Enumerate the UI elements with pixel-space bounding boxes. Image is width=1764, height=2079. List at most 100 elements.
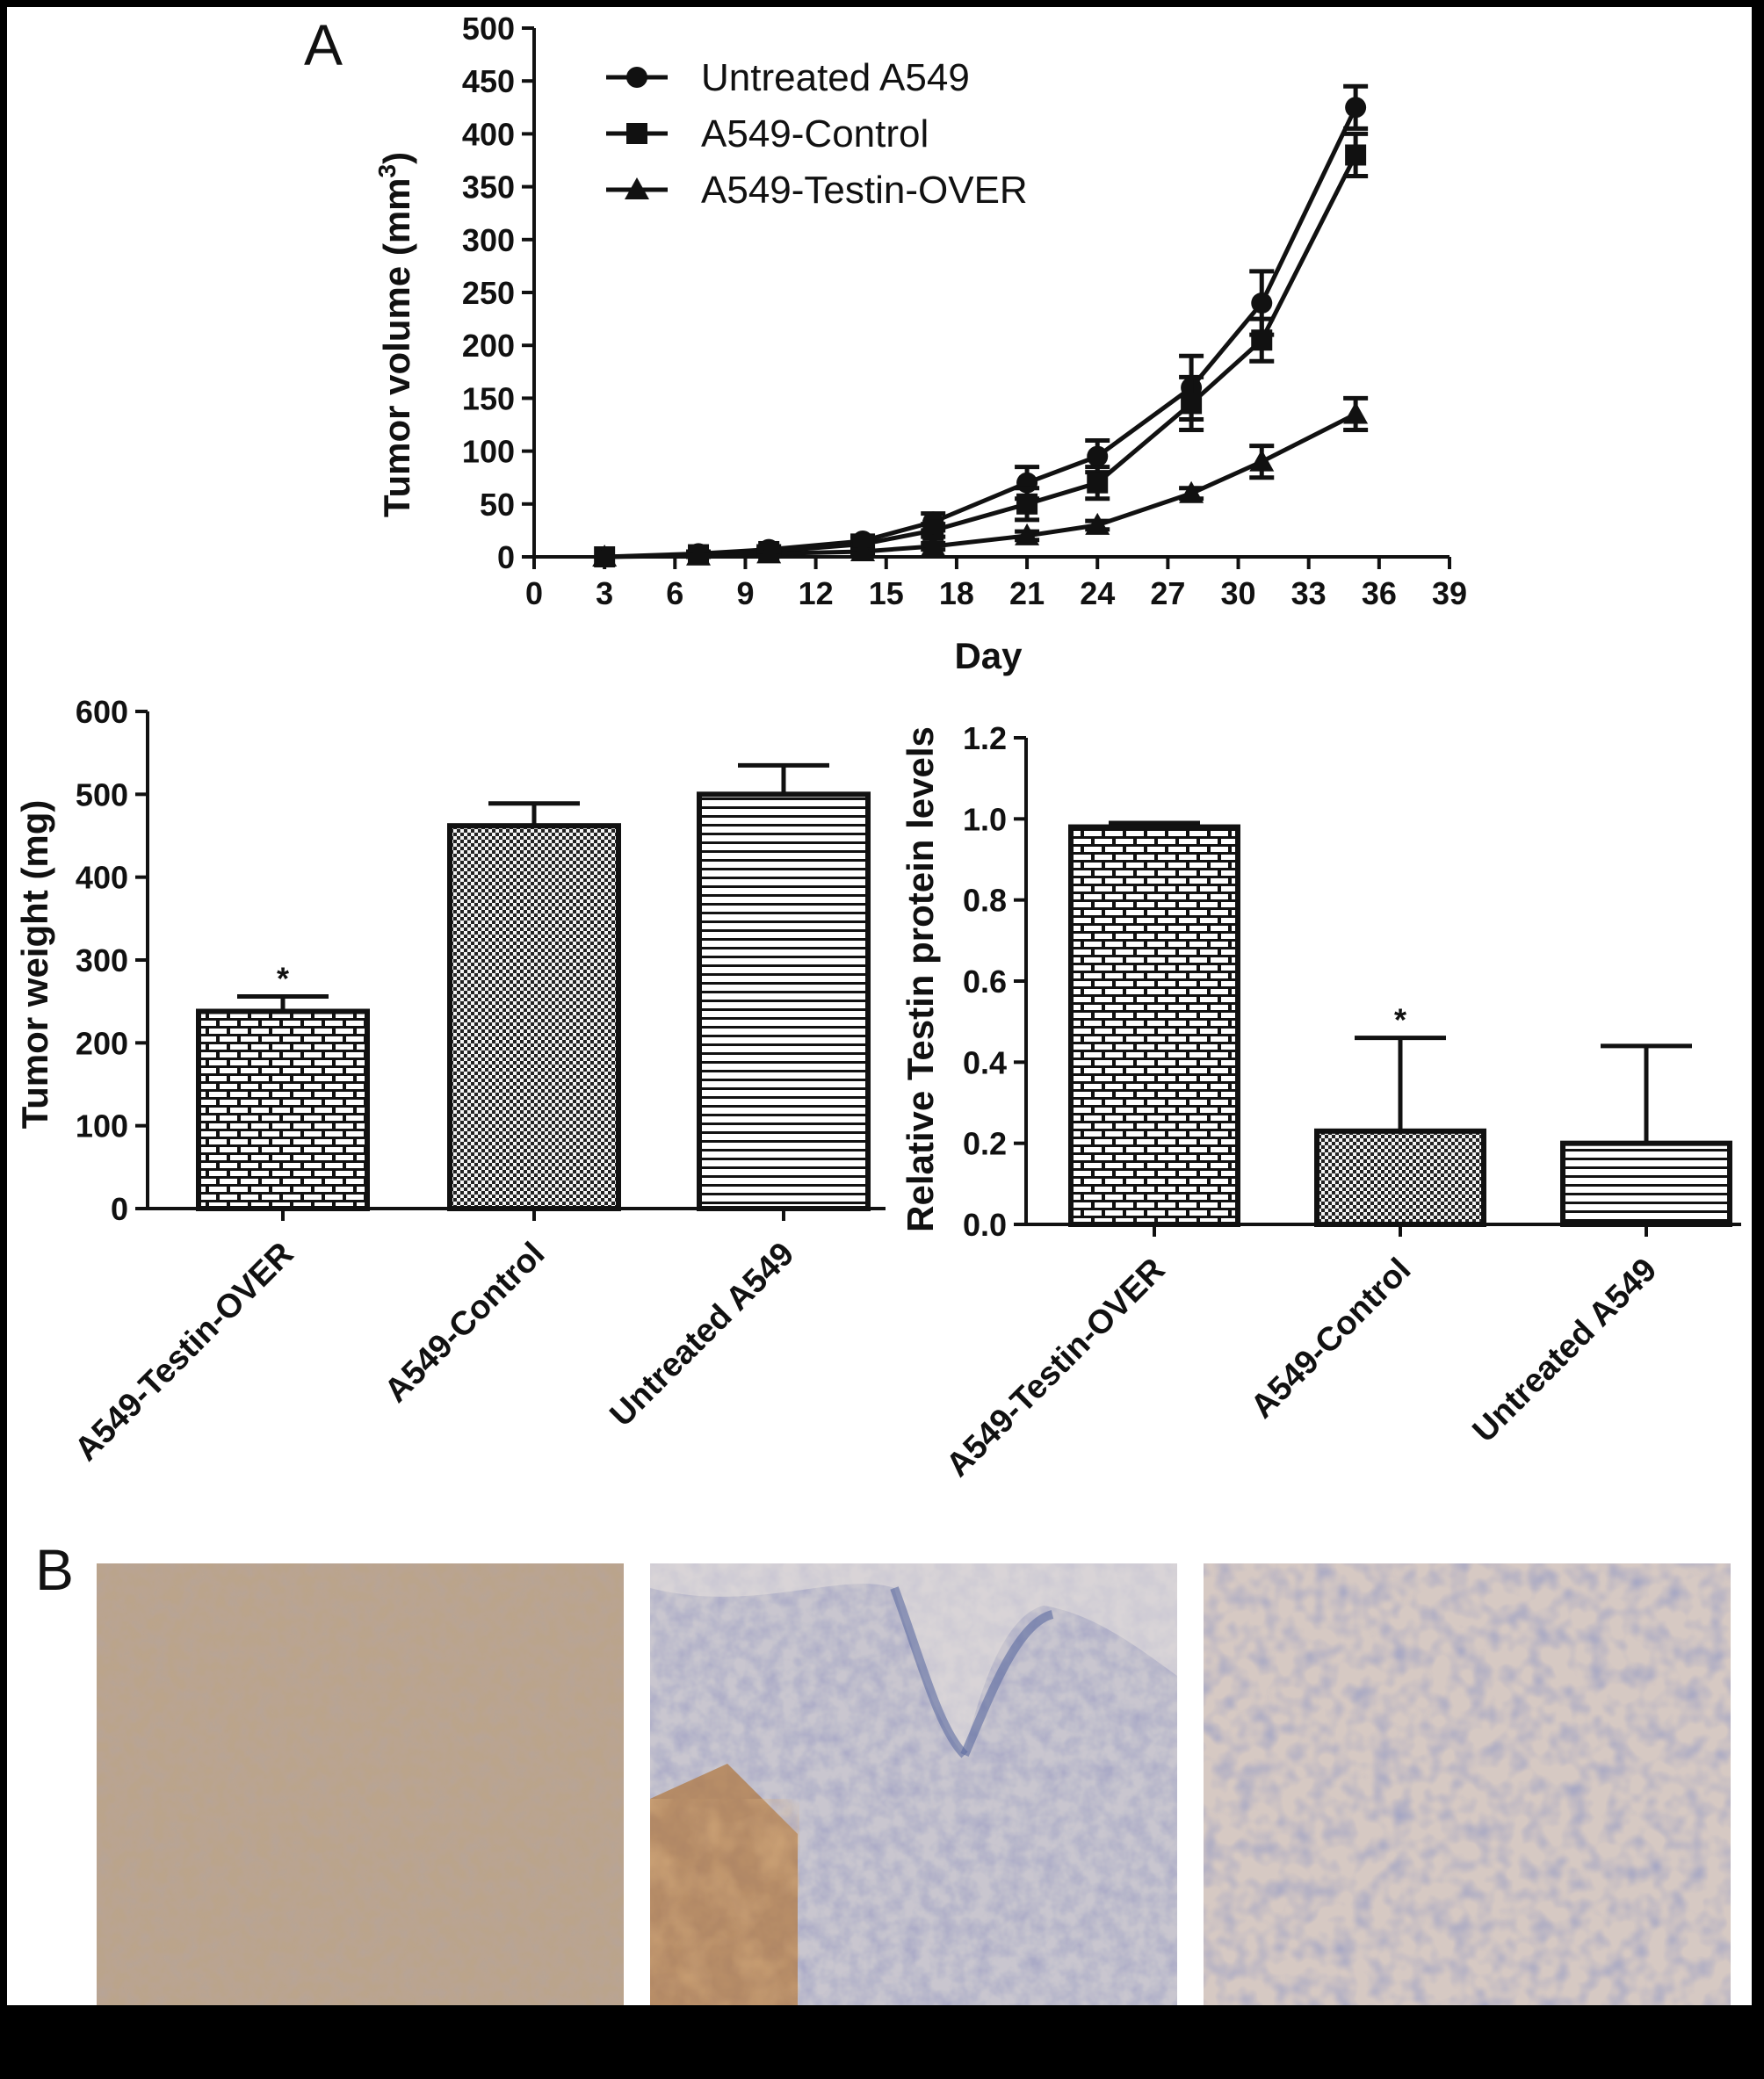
tumor-volume-y-tick-label: 200 — [462, 328, 515, 364]
testin-protein-significance-mark: * — [1394, 1002, 1406, 1038]
testin-protein-y-tick-label: 1.2 — [963, 720, 1007, 756]
tumor-volume-x-tick-label: 30 — [1221, 575, 1256, 611]
tumor-weight-bar — [447, 823, 621, 1211]
legend-entry: A549-Testin-OVER — [701, 169, 1028, 212]
data-point — [1179, 480, 1204, 503]
tumor-weight-chart: 0 100 200 300 400 500 600 A549-Testin-OVER A549-… — [14, 694, 886, 1469]
tumor-volume-x-tick-label: 18 — [939, 575, 974, 611]
panel-label-b: B — [35, 1537, 74, 1602]
tumor-volume-y-tick-label: 300 — [462, 222, 515, 258]
tumor-volume-y-tick-label: 100 — [462, 434, 515, 470]
tumor-weight-y-axis-label: Tumor weight (mg) — [14, 800, 55, 1130]
legend-marker — [626, 67, 647, 88]
tumor-weight-y-tick-label: 600 — [76, 694, 128, 730]
tumor-volume-x-tick-label: 12 — [799, 575, 834, 611]
tumor-weight-y-tick-label: 200 — [76, 1025, 128, 1061]
tumor-volume-legend: Untreated A549 A549-Control A549-Testin-OV… — [606, 56, 1028, 212]
tumor-weight-y-tick-label: 500 — [76, 776, 128, 812]
data-point — [1345, 97, 1367, 119]
tumor-weight-category-label: A549-Control — [378, 1236, 552, 1410]
tumor-volume-x-tick-label: 0 — [525, 575, 543, 611]
testin-protein-y-tick-label: 0.2 — [963, 1126, 1007, 1162]
data-point — [1343, 401, 1369, 424]
tumor-volume-x-tick-label: 9 — [736, 575, 754, 611]
tumor-weight-category-label: Untreated A549 — [604, 1236, 802, 1434]
tumor-weight-significance-mark: * — [277, 961, 289, 997]
tumor-volume-x-tick-label: 15 — [869, 575, 904, 611]
tumor-volume-x-tick-label: 39 — [1432, 575, 1467, 611]
data-point — [1087, 472, 1109, 494]
series-0 — [594, 83, 1369, 567]
data-point — [1016, 493, 1038, 515]
tumor-weight-category-label: A549-Testin-OVER — [68, 1236, 300, 1469]
series-line — [604, 412, 1357, 559]
legend-entry: A549-Control — [701, 112, 929, 155]
tumor-volume-x-axis-label: Day — [954, 635, 1023, 676]
data-point — [1345, 144, 1367, 166]
legend-marker — [626, 123, 647, 144]
legend-entry: Untreated A549 — [701, 56, 970, 99]
series-2 — [592, 395, 1369, 567]
tumor-volume-y-tick-label: 350 — [462, 170, 515, 206]
bottom-black-band — [0, 2005, 1764, 2079]
tumor-weight-y-tick-label: 0 — [111, 1191, 128, 1227]
testin-protein-bar — [1560, 1140, 1732, 1227]
tumor-volume-y-tick-label: 150 — [462, 380, 515, 416]
legend-marker — [625, 177, 649, 199]
data-point — [686, 543, 712, 566]
testin-protein-bars: * — [1068, 820, 1732, 1227]
data-point — [592, 545, 618, 567]
tumor-volume-y-tick-label: 500 — [462, 11, 515, 47]
testin-protein-category-label: Untreated A549 — [1466, 1252, 1665, 1450]
tumor-volume-y-axis-label: Tumor volume (mm3) — [373, 152, 417, 517]
testin-protein-y-tick-label: 0.4 — [963, 1044, 1007, 1080]
series-line — [604, 154, 1358, 559]
tumor-volume-x-tick-label: 27 — [1150, 575, 1185, 611]
tumor-volume-x-tick-label: 3 — [596, 575, 613, 611]
tumor-weight-y-tick-label: 100 — [76, 1108, 128, 1144]
tumor-volume-y-tick-label: 450 — [462, 63, 515, 99]
tumor-volume-y-axis-label-main: Tumor volume (mm — [376, 177, 417, 517]
tumor-volume-y-tick-label: 250 — [462, 275, 515, 311]
figure: A B 0 50 100 150 200 250 300 350 400 450 500 0 3 6 9 12… — [7, 7, 1752, 2011]
tumor-volume-x-tick-label: 24 — [1080, 575, 1115, 611]
tumor-volume-y-tick-label: 0 — [497, 539, 515, 575]
tumor-weight-bar — [196, 1008, 370, 1212]
tumor-volume-y-tick-label: 400 — [462, 116, 515, 152]
panel-label-a: A — [304, 12, 343, 77]
testin-protein-y-tick-label: 0.6 — [963, 964, 1007, 1000]
testin-protein-y-axis-label: Relative Testin protein levels — [900, 726, 941, 1232]
tumor-weight-bars: * — [196, 762, 871, 1212]
micrograph-3 — [1204, 1563, 1731, 2011]
data-point — [1249, 449, 1275, 472]
data-point — [1085, 512, 1110, 535]
testin-protein-category-label: A549-Testin-OVER — [939, 1252, 1172, 1484]
tumor-weight-bar — [697, 791, 871, 1211]
data-point — [1087, 445, 1109, 467]
tumor-weight-y-tick-label: 400 — [76, 860, 128, 896]
data-point — [1015, 523, 1040, 545]
tumor-volume-x-tick-label: 33 — [1291, 575, 1327, 611]
tumor-volume-series — [592, 83, 1369, 567]
tumor-volume-x-tick-label: 6 — [666, 575, 683, 611]
tumor-volume-y-axis-label-close: ) — [376, 152, 417, 164]
data-point — [850, 538, 876, 561]
testin-protein-bar — [1314, 1128, 1486, 1227]
tumor-volume-y-axis-label-sup: 3 — [373, 164, 401, 178]
data-point — [1181, 393, 1203, 415]
tumor-volume-y-tick-label: 50 — [480, 487, 515, 523]
testin-protein-axes: 0.0 0.2 0.4 0.6 0.8 1.0 1.2 A549-Testin-OVER A54… — [939, 720, 1741, 1484]
testin-protein-category-label: A549-Control — [1244, 1252, 1418, 1426]
testin-protein-y-tick-label: 1.0 — [963, 801, 1007, 837]
tumor-weight-y-tick-label: 300 — [76, 942, 128, 978]
data-point — [1251, 329, 1273, 351]
data-point — [921, 533, 946, 556]
data-point — [756, 541, 782, 564]
testin-protein-bar — [1068, 824, 1240, 1227]
data-point — [1251, 292, 1273, 314]
tumor-volume-x-tick-label: 21 — [1009, 575, 1045, 611]
tumor-volume-x-tick-label: 36 — [1362, 575, 1397, 611]
